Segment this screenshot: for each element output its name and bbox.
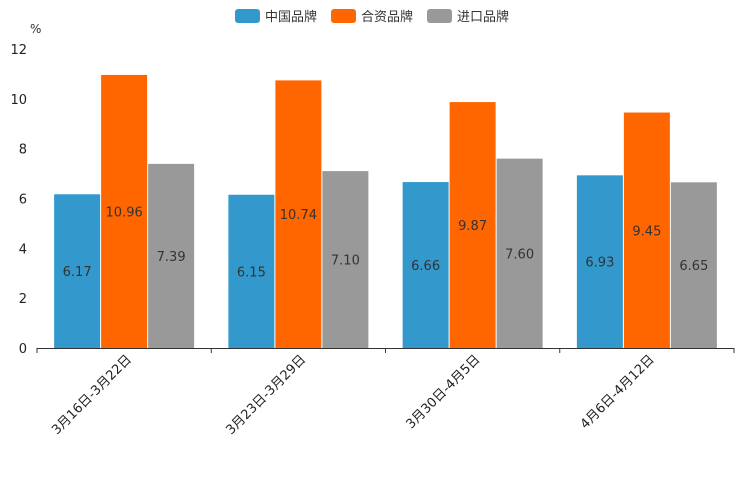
legend-swatch-china-brand	[234, 8, 260, 23]
bar	[449, 102, 496, 348]
bar-value-label: 6.93	[585, 256, 614, 271]
bar	[670, 182, 717, 348]
x-tick-label: 4月6日-4月12日	[578, 352, 658, 432]
bar-value-label: 9.87	[458, 219, 487, 234]
bar	[576, 175, 623, 348]
bar-value-label: 6.66	[411, 259, 440, 274]
y-tick-label: 2	[19, 292, 27, 307]
x-tick-label: 3月16日-3月22日	[49, 352, 135, 438]
bar	[322, 171, 369, 348]
legend-label-china-brand: 中国品牌	[264, 10, 317, 25]
chart-legend: 中国品牌 合资品牌 进口品牌	[0, 6, 744, 25]
y-tick-label: 12	[10, 43, 27, 58]
bar	[496, 158, 543, 348]
bar-value-label: 7.10	[331, 254, 360, 269]
bar-value-label: 6.17	[63, 265, 92, 280]
bar	[54, 194, 101, 348]
y-tick-label: 10	[10, 93, 27, 108]
y-tick-label: 4	[19, 242, 27, 257]
bar-value-label: 7.60	[505, 247, 534, 262]
bar-value-label: 6.15	[237, 265, 266, 280]
legend-item-jv-brand[interactable]: 合资品牌	[330, 6, 413, 25]
bar	[623, 112, 670, 348]
legend-item-china-brand[interactable]: 中国品牌	[234, 6, 317, 25]
legend-label-import-brand: 进口品牌	[457, 10, 510, 25]
legend-item-import-brand[interactable]: 进口品牌	[427, 6, 509, 25]
y-axis-unit: %	[30, 22, 42, 36]
legend-label-jv-brand: 合资品牌	[360, 10, 413, 25]
legend-swatch-jv-brand	[330, 8, 356, 23]
bar-value-label: 10.74	[280, 208, 317, 223]
bar	[275, 80, 322, 349]
x-tick-label: 3月23日-3月29日	[223, 352, 309, 438]
bar-value-label: 7.39	[157, 250, 186, 265]
bar	[148, 163, 195, 348]
y-tick-label: 6	[19, 193, 27, 208]
bar	[101, 74, 148, 348]
bar-value-label: 10.96	[106, 205, 143, 220]
bar-value-label: 9.45	[632, 224, 661, 239]
y-tick-label: 8	[19, 143, 27, 158]
bar	[402, 182, 449, 348]
x-tick-label: 3月30日-4月5日	[404, 352, 484, 432]
bar-value-label: 6.65	[679, 259, 708, 274]
y-tick-label: 0	[19, 342, 27, 357]
legend-swatch-import-brand	[427, 8, 452, 23]
bar	[228, 194, 275, 348]
